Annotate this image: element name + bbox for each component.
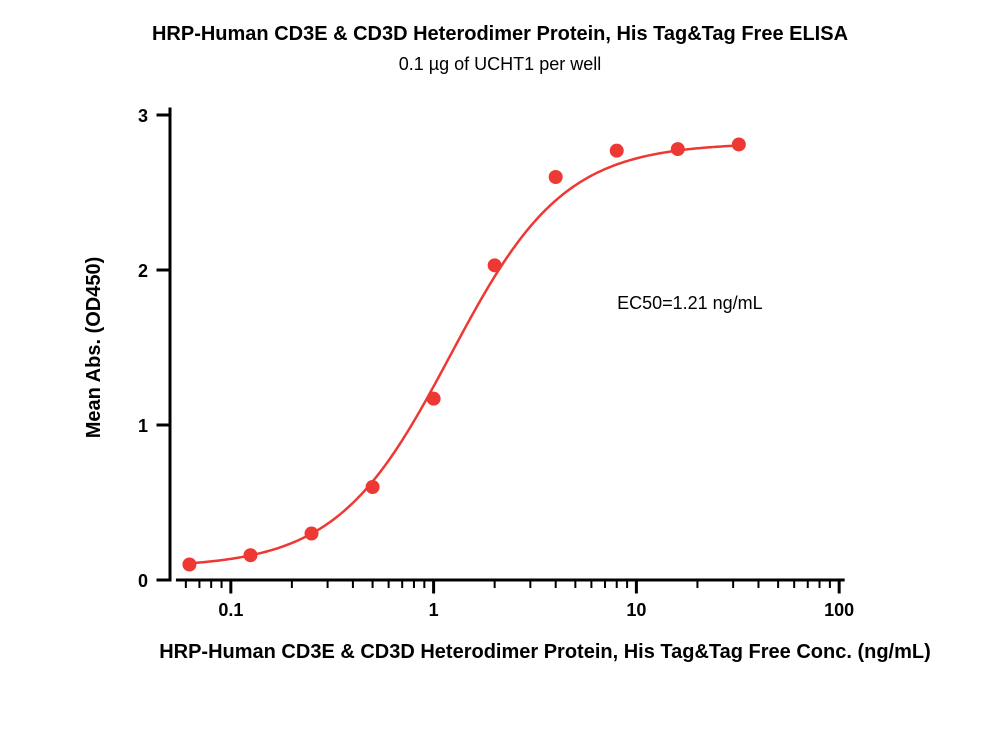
data-point — [427, 392, 441, 406]
chart-axes: 0 1 2 3 0.1 1 10 100 — [138, 106, 854, 620]
fit-curve — [185, 145, 742, 563]
chart-title-sub: 0.1 µg of UCHT1 per well — [399, 54, 601, 74]
data-points — [182, 137, 745, 571]
y-tick-label: 3 — [138, 106, 148, 126]
x-tick-label: 100 — [824, 600, 854, 620]
ec50-annotation: EC50=1.21 ng/mL — [617, 293, 763, 313]
data-point — [243, 548, 257, 562]
elisa-chart: HRP-Human CD3E & CD3D Heterodimer Protei… — [0, 0, 1000, 729]
data-point — [549, 170, 563, 184]
data-point — [182, 558, 196, 572]
data-point — [305, 527, 319, 541]
y-axis-label: Mean Abs. (OD450) — [83, 257, 105, 439]
y-tick-label: 1 — [138, 416, 148, 436]
x-tick-label: 10 — [626, 600, 646, 620]
data-point — [671, 142, 685, 156]
data-point — [366, 480, 380, 494]
y-tick-label: 2 — [138, 261, 148, 281]
x-tick-label: 1 — [429, 600, 439, 620]
y-tick-label: 0 — [138, 571, 148, 591]
data-point — [732, 137, 746, 151]
data-point — [610, 144, 624, 158]
x-tick-label: 0.1 — [218, 600, 243, 620]
x-axis-label: HRP-Human CD3E & CD3D Heterodimer Protei… — [159, 641, 931, 663]
chart-title-main: HRP-Human CD3E & CD3D Heterodimer Protei… — [152, 23, 848, 45]
chart-svg: HRP-Human CD3E & CD3D Heterodimer Protei… — [0, 0, 1000, 729]
data-point — [488, 258, 502, 272]
